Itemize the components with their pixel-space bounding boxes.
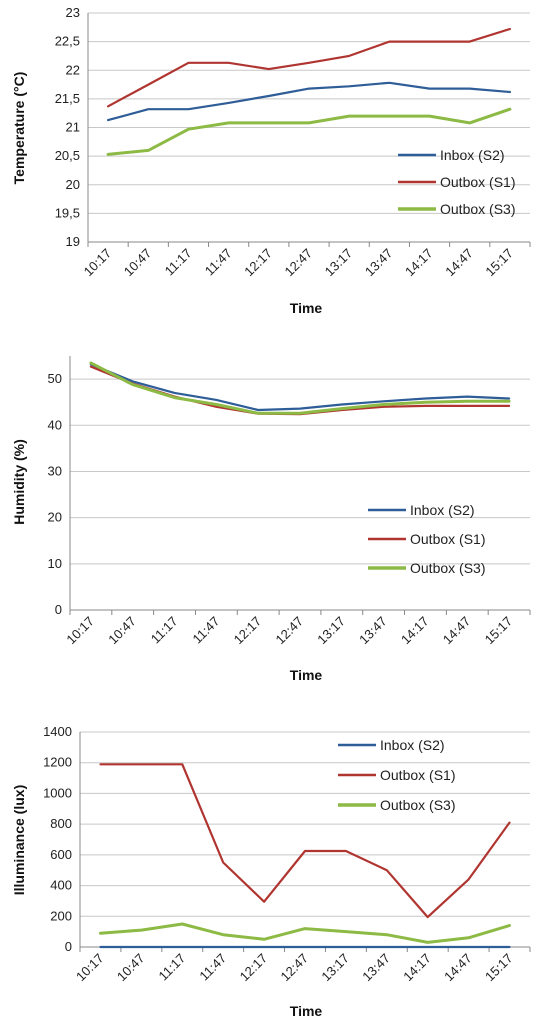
y-tick-label: 22,5 xyxy=(55,34,80,49)
series-line-3 xyxy=(99,922,511,944)
legend-label: Outbox (S3) xyxy=(410,560,485,576)
x-tick-label: 14:17 xyxy=(400,951,434,985)
x-tick-label: 13:47 xyxy=(356,614,390,648)
y-tick-label: 50 xyxy=(48,371,62,386)
x-tick-label: 11:47 xyxy=(202,246,235,279)
y-tick-label: 23 xyxy=(66,5,80,20)
x-tick-label: 11:17 xyxy=(162,246,195,279)
x-tick-label: 12:17 xyxy=(231,614,265,648)
x-tick-label: 10:47 xyxy=(105,614,139,648)
x-tick-label: 10:17 xyxy=(63,614,97,648)
series-line-2 xyxy=(106,27,511,108)
x-tick-label: 15:17 xyxy=(482,951,516,985)
x-tick-label: 12:17 xyxy=(241,246,275,280)
y-tick-label: 800 xyxy=(50,816,72,831)
x-tick-label: 12:47 xyxy=(273,614,307,648)
x-axis-label: Time xyxy=(290,300,323,316)
x-tick-label: 13:17 xyxy=(318,951,352,985)
legend-label: Outbox (S1) xyxy=(410,531,485,547)
series-line-3 xyxy=(106,107,512,156)
y-tick-label: 0 xyxy=(55,602,62,617)
x-tick-label: 14:47 xyxy=(440,614,474,648)
y-tick-label: 19 xyxy=(66,234,80,249)
y-tick-label: 0 xyxy=(65,939,72,954)
legend-label: Inbox (S2) xyxy=(380,737,445,753)
x-tick-label: 13:47 xyxy=(362,246,396,280)
series-line-1 xyxy=(89,363,511,412)
x-tick-label: 11:17 xyxy=(148,614,181,647)
y-tick-label: 20 xyxy=(48,510,62,525)
series-line-2 xyxy=(99,763,511,919)
y-tick-label: 40 xyxy=(48,417,62,432)
y-tick-label: 22 xyxy=(66,62,80,77)
legend-label: Outbox (S3) xyxy=(440,201,515,217)
humidity-chart: 0 10 20 30 40 50 10:17 10:47 11:17 11:47 12:17 12:… xyxy=(11,356,531,683)
illuminance-chart: 0 200 400 600 800 1000 1200 1400 10:17 10:47 11:1… xyxy=(11,724,531,1019)
x-tick-label: 11:47 xyxy=(190,614,223,647)
x-tick-label: 10:17 xyxy=(81,246,115,280)
y-tick-label: 20,5 xyxy=(55,148,80,163)
y-tick-label: 1400 xyxy=(43,724,72,739)
y-tick-label: 19,5 xyxy=(55,205,80,220)
y-axis-label: Humidity (%) xyxy=(11,439,27,525)
y-tick-label: 400 xyxy=(50,878,72,893)
legend-label: Outbox (S1) xyxy=(380,767,455,783)
y-tick-label: 600 xyxy=(50,847,72,862)
x-tick-label: 14:17 xyxy=(402,246,436,280)
y-tick-label: 10 xyxy=(48,556,62,571)
y-tick-label: 21 xyxy=(66,120,80,135)
y-axis-label: Illuminance (lux) xyxy=(11,785,27,895)
legend-label: Inbox (S2) xyxy=(410,502,475,518)
y-tick-label: 30 xyxy=(48,463,62,478)
x-tick-label: 11:17 xyxy=(155,951,188,984)
y-tick-label: 1000 xyxy=(43,785,72,800)
x-tick-label: 10:47 xyxy=(114,951,148,985)
legend-label: Outbox (S1) xyxy=(440,174,515,190)
x-tick-label: 14:17 xyxy=(398,614,432,648)
x-axis-label: Time xyxy=(290,667,323,683)
series-line-1 xyxy=(106,81,511,122)
x-tick-label: 12:17 xyxy=(237,951,271,985)
y-axis-label: Temperature (°C) xyxy=(11,72,27,185)
x-tick-label: 13:17 xyxy=(314,614,348,648)
x-tick-label: 11:47 xyxy=(196,951,229,984)
y-tick-label: 20 xyxy=(66,177,80,192)
legend-label: Inbox (S2) xyxy=(440,147,505,163)
x-tick-label: 14:47 xyxy=(441,951,475,985)
x-tick-label: 15:17 xyxy=(482,246,516,280)
x-tick-label: 10:47 xyxy=(121,246,155,280)
series-line-3 xyxy=(89,361,511,415)
x-tick-label: 13:47 xyxy=(359,951,393,985)
y-tick-label: 1200 xyxy=(43,755,72,770)
x-tick-label: 12:47 xyxy=(282,246,316,280)
x-tick-label: 12:47 xyxy=(278,951,312,985)
x-tick-label: 15:17 xyxy=(482,614,516,648)
y-tick-label: 21,5 xyxy=(55,91,80,106)
y-tick-label: 200 xyxy=(50,908,72,923)
x-tick-label: 10:17 xyxy=(73,951,107,985)
x-tick-label: 13:17 xyxy=(322,246,356,280)
legend-label: Outbox (S3) xyxy=(380,797,455,813)
x-tick-label: 14:47 xyxy=(442,246,476,280)
x-axis-label: Time xyxy=(290,1003,323,1019)
